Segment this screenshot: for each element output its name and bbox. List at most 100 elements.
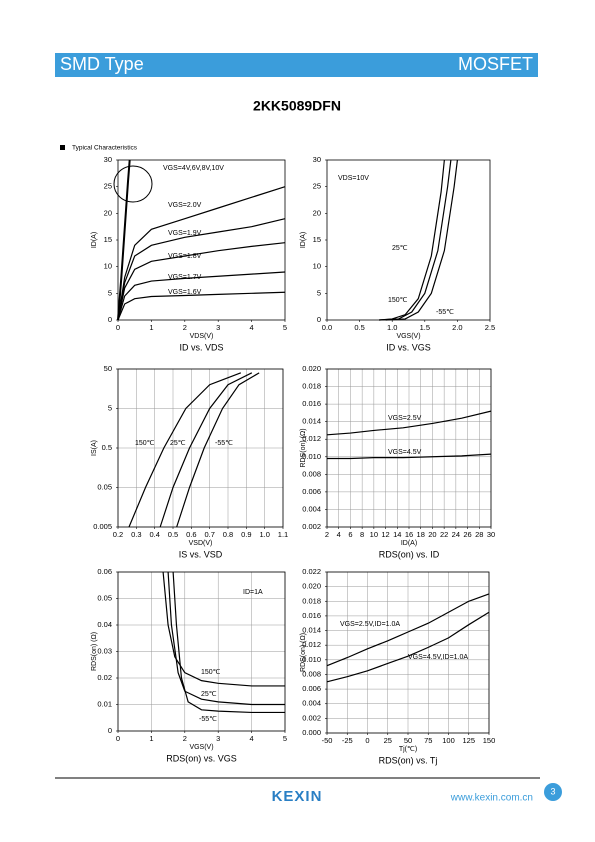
x-tick-label: 18 [417, 530, 425, 539]
y-tick-label: 0.002 [302, 522, 321, 531]
curve-label: 150℃ [201, 669, 221, 676]
y-tick-label: 5 [108, 288, 112, 297]
series-line [162, 571, 285, 687]
plot-frame [326, 368, 492, 528]
y-tick-label: 0 [108, 726, 112, 735]
x-tick-label: 1.0 [387, 323, 397, 332]
series-line [327, 453, 492, 460]
curve-label: VGS=1.7V [168, 274, 202, 281]
page-badge [544, 783, 562, 801]
x-tick-label: 0.9 [241, 530, 251, 539]
curve-label: 150℃ [135, 440, 155, 447]
chart-caption: ID vs. VDS [179, 342, 223, 352]
curve-label: 150℃ [388, 297, 408, 304]
x-tick-label: 4 [337, 530, 341, 539]
footer-brand: KEXIN [272, 788, 323, 805]
series-line [159, 372, 253, 528]
x-tick-label: 0 [365, 736, 369, 745]
y-tick-label: 0.004 [302, 699, 321, 708]
series-line [176, 372, 260, 528]
footer-url: www.kexin.com.cn [450, 793, 533, 804]
curve-label: VGS=2.0V [168, 202, 202, 209]
x-tick-label: 16 [405, 530, 413, 539]
y-tick-label: 0 [317, 315, 321, 324]
doc-title: 2KK5089DFN [253, 98, 341, 114]
x-tick-label: 25 [384, 736, 392, 745]
x-axis-label: VSD(V) [189, 540, 213, 547]
y-tick-label: 0.05 [97, 593, 112, 602]
curve-label: VGS=4.5V,ID=1.0A [408, 654, 468, 661]
x-axis-label: ID(A) [401, 540, 417, 547]
x-tick-label: -25 [342, 736, 353, 745]
y-tick-label: 20 [104, 208, 112, 217]
x-axis-label: VGS(V) [189, 744, 213, 751]
x-tick-label: 0.3 [131, 530, 141, 539]
x-tick-label: 0.6 [186, 530, 196, 539]
x-tick-label: 0.5 [354, 323, 364, 332]
page-number: 3 [550, 786, 555, 796]
x-tick-label: 50 [404, 736, 412, 745]
x-tick-label: 1.5 [420, 323, 430, 332]
x-tick-label: 1 [149, 323, 153, 332]
annotation: ID=1A [243, 589, 263, 596]
series-line [385, 159, 458, 321]
chart-caption: RDS(on) vs. ID [379, 549, 440, 559]
curve-label: 25℃ [392, 245, 408, 252]
y-tick-label: 0.008 [302, 669, 321, 678]
series-line [117, 218, 286, 321]
plot-frame [326, 159, 491, 321]
y-tick-label: 0.022 [302, 567, 321, 576]
y-tick-label: 0.012 [302, 434, 321, 443]
x-tick-label: 30 [487, 530, 495, 539]
x-tick-label: 150 [483, 736, 496, 745]
x-tick-label: 100 [442, 736, 455, 745]
series-line [167, 571, 285, 706]
y-tick-label: 5 [108, 403, 112, 412]
y-axis-label: RDS(on) (Ω) [91, 632, 98, 671]
y-tick-label: 0.000 [302, 728, 321, 737]
y-tick-label: 50 [104, 364, 112, 373]
highlight-circle [113, 165, 153, 203]
annotation: VDS=10V [338, 175, 369, 182]
y-tick-label: 25 [104, 182, 112, 191]
y-tick-label: 0.006 [302, 487, 321, 496]
y-axis-label: ID(A) [300, 232, 307, 248]
header-left: SMD Type [60, 54, 144, 74]
plot-frame [117, 159, 286, 321]
bullet [60, 145, 65, 150]
y-tick-label: 0 [108, 315, 112, 324]
y-tick-label: 20 [313, 208, 321, 217]
y-tick-label: 0.016 [302, 611, 321, 620]
y-tick-label: 0.020 [302, 582, 321, 591]
y-tick-label: 10 [313, 262, 321, 271]
x-tick-label: 8 [360, 530, 364, 539]
plot-frame [117, 368, 284, 528]
y-tick-label: 0.005 [93, 522, 112, 531]
x-tick-label: 0.5 [168, 530, 178, 539]
curve-label: -55℃ [436, 309, 454, 316]
y-tick-label: 0.016 [302, 399, 321, 408]
curve-label: -55℃ [215, 440, 233, 447]
y-tick-label: 0.05 [97, 482, 112, 491]
y-tick-label: 0.01 [97, 699, 112, 708]
y-tick-label: 0.010 [302, 452, 321, 461]
y-tick-label: 0.010 [302, 655, 321, 664]
y-tick-label: 0.06 [97, 567, 112, 576]
x-tick-label: 14 [393, 530, 401, 539]
chart-caption: ID vs. VGS [386, 342, 431, 352]
y-tick-label: 15 [104, 235, 112, 244]
series-line [326, 611, 490, 683]
x-tick-label: 4 [250, 734, 254, 743]
x-tick-label: 125 [462, 736, 475, 745]
x-tick-label: 0.0 [322, 323, 332, 332]
y-tick-label: 0.002 [302, 713, 321, 722]
x-tick-label: 2.0 [452, 323, 462, 332]
x-tick-label: -50 [322, 736, 333, 745]
x-tick-label: 0.2 [113, 530, 123, 539]
x-tick-label: 28 [475, 530, 483, 539]
x-tick-label: 10 [370, 530, 378, 539]
y-tick-label: 30 [313, 155, 321, 164]
curve-label: VGS=4V,6V,8V,10V [163, 165, 224, 172]
y-tick-label: 15 [313, 235, 321, 244]
